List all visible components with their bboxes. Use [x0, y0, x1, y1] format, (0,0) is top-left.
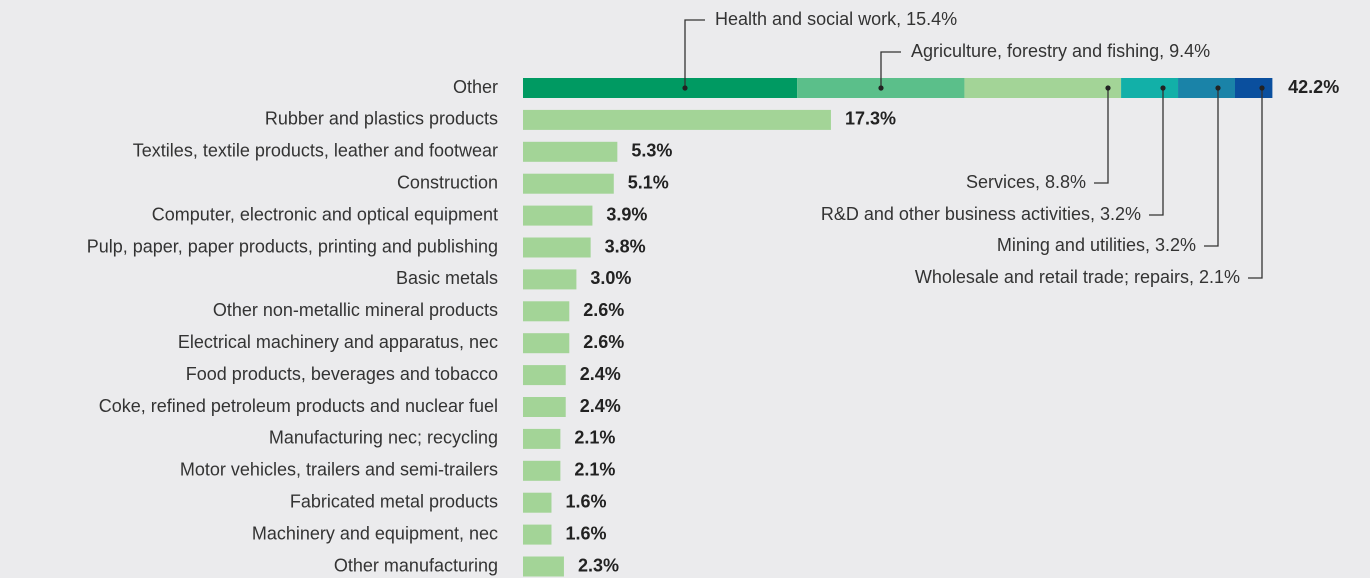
segment-label: R&D and other business activities, 3.2%: [821, 204, 1141, 224]
value-label: 2.3%: [578, 555, 619, 575]
bar: [523, 365, 566, 386]
stack-segment: [1121, 78, 1179, 98]
stack-segment: [964, 78, 1122, 98]
stack-segment: [1178, 78, 1235, 98]
bar: [523, 301, 570, 322]
value-label: 5.3%: [631, 141, 672, 161]
value-label: 2.4%: [580, 364, 621, 384]
value-label: 1.6%: [565, 523, 606, 543]
value-label: 1.6%: [565, 491, 606, 511]
bar: [523, 205, 593, 226]
stack-segment: [1235, 78, 1273, 98]
segment-label: Wholesale and retail trade; repairs, 2.1…: [915, 267, 1240, 287]
bar: [523, 428, 561, 449]
bar: [523, 141, 618, 162]
leader-line: [1149, 88, 1164, 216]
value-label: 3.8%: [605, 236, 646, 256]
bar: [523, 524, 552, 545]
segment-label: Mining and utilities, 3.2%: [997, 235, 1196, 255]
bar: [523, 109, 831, 130]
bar: [523, 237, 591, 258]
value-label: 2.6%: [583, 332, 624, 352]
bar: [523, 556, 564, 577]
segment-label: Health and social work, 15.4%: [715, 9, 957, 29]
bar: [523, 333, 570, 354]
category-label: Machinery and equipment, nec: [252, 523, 498, 543]
category-label: Construction: [397, 172, 498, 192]
leader-dot: [1215, 85, 1221, 91]
value-label: 2.6%: [583, 300, 624, 320]
bar: [523, 269, 577, 290]
value-label: 2.1%: [574, 428, 615, 448]
leader-line: [684, 19, 705, 88]
segment-label: Agriculture, forestry and fishing, 9.4%: [911, 41, 1210, 61]
stack-segment: [523, 78, 798, 98]
category-label: Computer, electronic and optical equipme…: [152, 204, 498, 224]
leader-dot: [1259, 85, 1265, 91]
category-label: Other non-metallic mineral products: [213, 300, 498, 320]
bar: [523, 173, 614, 194]
leader-dot: [682, 85, 688, 91]
leader-dot: [1160, 85, 1166, 91]
bar: [523, 460, 561, 481]
value-label: 3.9%: [606, 204, 647, 224]
leader-dot: [878, 85, 884, 91]
value-label: 42.2%: [1288, 77, 1339, 97]
segment-label: Services, 8.8%: [966, 172, 1086, 192]
bar: [523, 397, 566, 417]
category-label: Motor vehicles, trailers and semi-traile…: [180, 460, 498, 480]
category-label: Basic metals: [396, 268, 498, 288]
value-label: 2.4%: [580, 396, 621, 416]
category-label: Textiles, textile products, leather and …: [133, 141, 498, 161]
bar: [523, 492, 552, 513]
leader-dot: [1105, 85, 1111, 91]
value-label: 5.1%: [628, 172, 669, 192]
leader-line: [1248, 88, 1263, 279]
category-label: Other manufacturing: [334, 555, 498, 575]
category-label: Fabricated metal products: [290, 491, 498, 511]
category-label: Other: [453, 77, 498, 97]
category-label: Electrical machinery and apparatus, nec: [178, 332, 498, 352]
value-label: 17.3%: [845, 109, 896, 129]
leader-line: [880, 51, 901, 88]
category-label: Coke, refined petroleum products and nuc…: [99, 396, 498, 416]
category-label: Pulp, paper, paper products, printing an…: [87, 236, 498, 256]
value-label: 2.1%: [574, 460, 615, 480]
leader-line: [1094, 88, 1109, 184]
category-label: Rubber and plastics products: [265, 109, 498, 129]
category-label: Manufacturing nec; recycling: [269, 428, 498, 448]
value-label: 3.0%: [590, 268, 631, 288]
category-label: Food products, beverages and tobacco: [186, 364, 498, 384]
leader-line: [1204, 88, 1219, 247]
